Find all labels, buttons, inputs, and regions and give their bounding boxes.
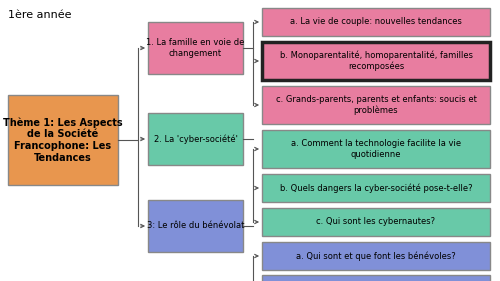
- Text: b. Monoparentalité, homoparentalité, familles
recomposées: b. Monoparentalité, homoparentalité, fam…: [280, 51, 472, 71]
- FancyBboxPatch shape: [262, 42, 490, 80]
- FancyBboxPatch shape: [8, 95, 118, 185]
- Text: Thème 1: Les Aspects
de la Société
Francophone: Les
Tendances: Thème 1: Les Aspects de la Société Franc…: [3, 117, 123, 163]
- FancyBboxPatch shape: [262, 174, 490, 202]
- Text: 2. La 'cyber-société': 2. La 'cyber-société': [154, 134, 238, 144]
- Text: 3: Le rôle du bénévolat: 3: Le rôle du bénévolat: [147, 221, 244, 230]
- Text: c. Grands-parents, parents et enfants: soucis et
problèmes: c. Grands-parents, parents et enfants: s…: [276, 95, 476, 115]
- FancyBboxPatch shape: [148, 200, 243, 252]
- Text: 1. La famille en voie de
changement: 1. La famille en voie de changement: [146, 38, 244, 58]
- FancyBboxPatch shape: [262, 8, 490, 36]
- Text: a. Comment la technologie facilite la vie
quotidienne: a. Comment la technologie facilite la vi…: [291, 139, 461, 159]
- Text: 1ère année: 1ère année: [8, 10, 72, 20]
- Text: b. Quels dangers la cyber-société pose-t-elle?: b. Quels dangers la cyber-société pose-t…: [280, 183, 472, 193]
- FancyBboxPatch shape: [148, 113, 243, 165]
- FancyBboxPatch shape: [262, 86, 490, 124]
- FancyBboxPatch shape: [262, 208, 490, 236]
- Text: a. La vie de couple: nouvelles tendances: a. La vie de couple: nouvelles tendances: [290, 17, 462, 26]
- Text: c. Qui sont les cybernautes?: c. Qui sont les cybernautes?: [316, 217, 436, 226]
- FancyBboxPatch shape: [262, 275, 490, 281]
- Text: a. Qui sont et que font les bénévoles?: a. Qui sont et que font les bénévoles?: [296, 251, 456, 261]
- FancyBboxPatch shape: [262, 130, 490, 168]
- FancyBboxPatch shape: [262, 242, 490, 270]
- FancyBboxPatch shape: [148, 22, 243, 74]
